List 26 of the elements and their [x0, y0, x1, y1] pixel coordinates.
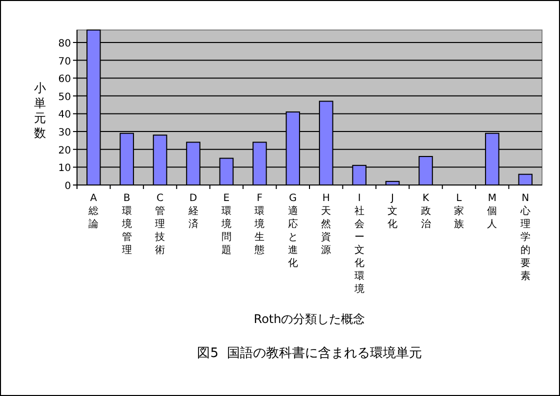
x-axis-title: Rothの分類した概念: [254, 312, 366, 326]
y-tick-label: 40: [58, 110, 71, 121]
text: 図5 国語の教科書に含まれる環境単元: [197, 345, 422, 361]
x-tick-label: E環境問題: [220, 193, 232, 256]
y-tick-label: 60: [58, 74, 71, 86]
x-tick-label: A総論: [88, 193, 99, 230]
x-tick-label: D経済: [187, 193, 198, 230]
x-tick-label: M個人: [487, 193, 498, 230]
y-axis-title: 小単元数: [34, 81, 46, 140]
y-tick-label: 70: [58, 56, 71, 68]
y-tick-label: 20: [58, 145, 71, 156]
x-tick-label: K政治: [420, 193, 431, 230]
y-tick-label: 10: [58, 163, 71, 174]
x-tick-label: F環境生態: [254, 193, 265, 256]
x-tick-label: L家族: [454, 193, 464, 230]
y-tick-label: 80: [58, 38, 71, 50]
x-tick-label: C管理技術: [154, 193, 166, 256]
x-tick-label: I社会ー文化環境: [353, 193, 364, 295]
x-tick-label: N心理学的要素: [519, 193, 530, 282]
x-tick-label: G適応と進化: [288, 193, 298, 269]
y-tick-label: 0: [64, 181, 71, 192]
y-tick-label: 50: [58, 92, 71, 103]
x-tick-label: J文化: [388, 193, 398, 230]
x-tick-label: B環境管理: [120, 193, 132, 256]
x-tick-label: H天然資源: [321, 193, 332, 256]
y-tick-label: 30: [58, 128, 71, 139]
